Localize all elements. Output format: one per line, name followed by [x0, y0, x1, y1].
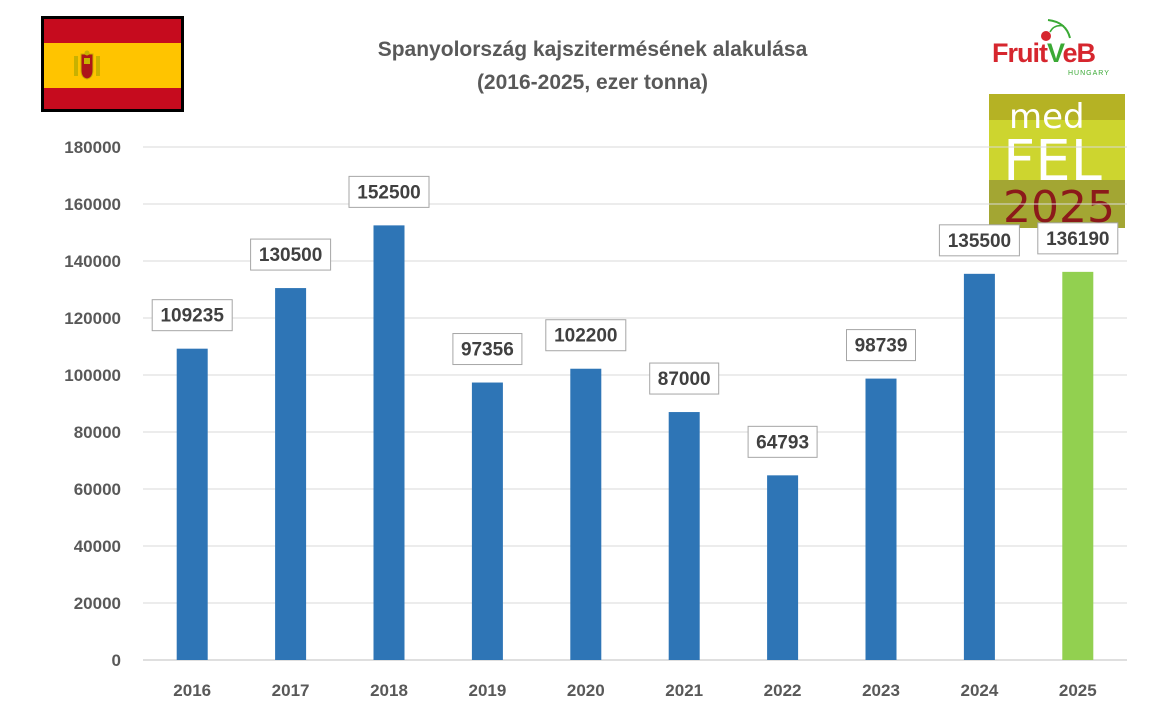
bar-2016: [176, 348, 208, 660]
x-tick-label: 2021: [665, 681, 703, 700]
data-label: 98739: [855, 336, 908, 357]
bar-2023: [865, 378, 897, 660]
bar-2020: [570, 368, 602, 660]
y-tick-label: 120000: [64, 309, 121, 328]
coat-of-arms-icon: [74, 50, 100, 80]
data-label: 130500: [259, 245, 322, 266]
y-tick-label: 160000: [64, 195, 121, 214]
bar-2019: [471, 382, 503, 660]
data-label-box: [151, 299, 233, 332]
x-tick-label: 2020: [567, 681, 605, 700]
bar-2018: [373, 225, 405, 660]
spain-flag-icon: [41, 16, 184, 112]
data-label-box: [938, 224, 1020, 257]
chart-title: Spanyolország kajszitermésének alakulása: [377, 38, 808, 61]
x-tick-label: 2018: [370, 681, 408, 700]
data-label: 64793: [756, 432, 809, 453]
y-tick-label: 100000: [64, 366, 121, 385]
cherry-icon: [1041, 19, 1071, 41]
x-tick-label: 2024: [960, 681, 998, 700]
x-tick-label: 2019: [468, 681, 506, 700]
data-label-box: [649, 362, 720, 395]
x-tick-label: 2016: [173, 681, 211, 700]
x-tick-label: 2025: [1059, 681, 1097, 700]
y-tick-label: 80000: [74, 423, 121, 442]
svg-text:FEL: FEL: [1003, 129, 1102, 194]
data-label-box: [1037, 222, 1119, 255]
data-label-box: [452, 333, 523, 366]
data-label-box: [545, 319, 627, 352]
bar-2021: [668, 412, 700, 660]
y-tick-label: 0: [112, 651, 121, 670]
fruitveb-logo: FruitVeB HUNGARY: [988, 18, 1128, 84]
data-label-box: [846, 329, 916, 362]
y-tick-label: 40000: [74, 537, 121, 556]
x-tick-label: 2017: [272, 681, 310, 700]
data-label: 135500: [948, 231, 1011, 252]
data-label-box: [747, 425, 818, 458]
x-tick-label: 2023: [862, 681, 900, 700]
data-label-box: [250, 238, 332, 271]
data-label: 136190: [1046, 229, 1109, 250]
svg-text:2025: 2025: [1003, 182, 1115, 228]
data-label: 109235: [160, 306, 224, 327]
bar-2024: [963, 273, 995, 660]
data-label: 102200: [554, 326, 617, 347]
x-tick-label: 2022: [764, 681, 802, 700]
svg-text:med: med: [1009, 97, 1085, 137]
y-tick-label: 20000: [74, 594, 121, 613]
data-label-box: [348, 175, 430, 208]
data-label: 152500: [357, 182, 420, 203]
chart-subtitle: (2016-2025, ezer tonna): [476, 71, 709, 94]
bar-2017: [275, 288, 307, 660]
bar-2025: [1062, 271, 1094, 660]
data-label: 87000: [658, 369, 711, 390]
data-label: 97356: [461, 340, 514, 361]
y-tick-label: 140000: [64, 252, 121, 271]
y-tick-label: 180000: [64, 138, 121, 157]
bar-2022: [767, 475, 799, 660]
y-tick-label: 60000: [74, 480, 121, 499]
